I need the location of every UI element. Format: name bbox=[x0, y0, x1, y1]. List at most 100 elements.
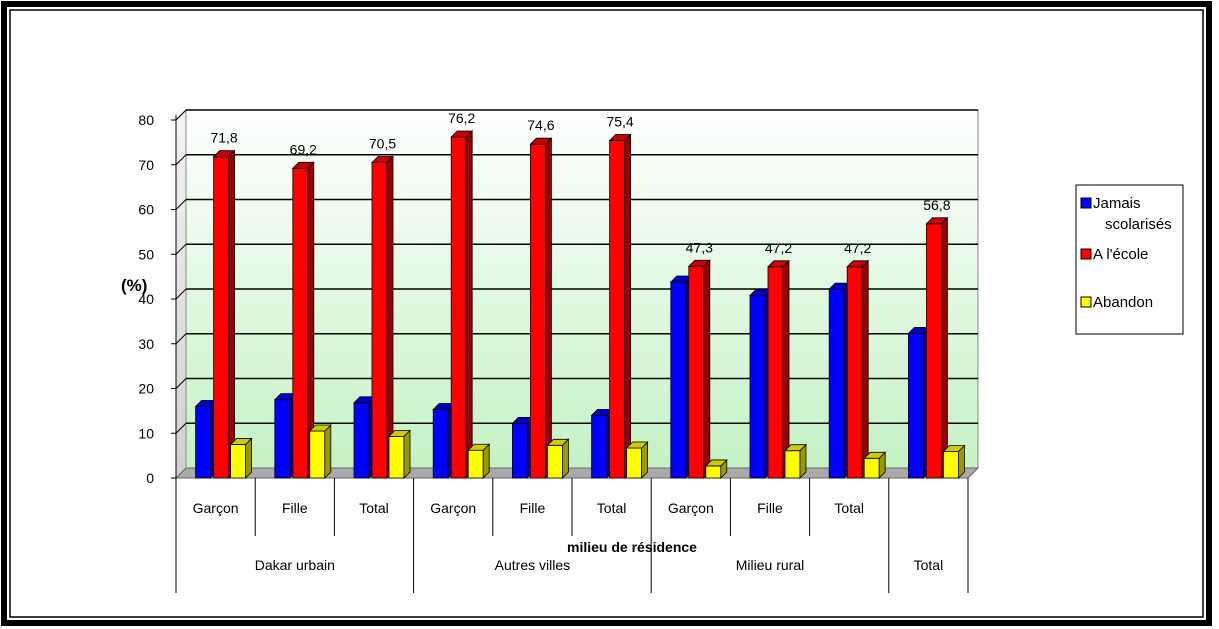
bar-side bbox=[386, 155, 394, 479]
category-label: Garçon bbox=[430, 500, 476, 516]
bar-front bbox=[195, 405, 212, 479]
bar-top bbox=[942, 445, 966, 452]
x-axis-label: milieu de résidence bbox=[567, 539, 697, 555]
bar-front bbox=[467, 449, 484, 479]
bar-front bbox=[705, 465, 722, 479]
bar-side bbox=[465, 130, 473, 479]
bar bbox=[212, 149, 236, 479]
bar-side bbox=[403, 429, 411, 479]
y-tick-label: 70 bbox=[138, 157, 154, 173]
y-tick-label: 20 bbox=[138, 381, 154, 397]
legend-label: Jamais bbox=[1093, 195, 1141, 212]
bar-top bbox=[467, 443, 491, 451]
bar-side bbox=[624, 133, 631, 479]
bar-front bbox=[688, 265, 705, 479]
legend-swatch bbox=[1080, 248, 1092, 260]
bar-top bbox=[450, 130, 474, 138]
inner-border bbox=[9, 9, 1204, 618]
bar bbox=[863, 451, 887, 479]
bar-front bbox=[230, 444, 247, 479]
bar bbox=[767, 259, 790, 479]
bar-front bbox=[309, 430, 326, 479]
bar bbox=[450, 130, 474, 479]
bar-front bbox=[626, 447, 642, 479]
bar-front bbox=[943, 451, 959, 479]
bar bbox=[546, 438, 570, 479]
legend-label: A l'école bbox=[1093, 246, 1148, 263]
bar bbox=[925, 216, 949, 479]
bar-front bbox=[609, 140, 625, 479]
y-tick-label: 80 bbox=[138, 112, 154, 128]
category-label: Fille bbox=[757, 500, 783, 516]
bar-side bbox=[545, 137, 552, 479]
data-label: 69,2 bbox=[290, 141, 317, 157]
y-tick-label: 60 bbox=[138, 202, 154, 218]
bar-side bbox=[245, 437, 253, 479]
bar-front bbox=[828, 288, 845, 479]
group-label: Milieu rural bbox=[736, 557, 804, 573]
group-label: Autres villes bbox=[495, 557, 570, 573]
bar-side bbox=[782, 259, 790, 479]
bar bbox=[704, 458, 728, 479]
category-label: Total bbox=[359, 500, 389, 516]
bar-front bbox=[749, 295, 766, 479]
bar-top bbox=[229, 438, 253, 445]
bar-side bbox=[228, 149, 236, 479]
bar bbox=[467, 443, 491, 479]
bar bbox=[625, 441, 649, 479]
bar-front bbox=[450, 136, 467, 479]
data-label: 76,2 bbox=[448, 110, 475, 126]
gridline-side bbox=[175, 422, 187, 434]
data-label: 74,6 bbox=[527, 117, 554, 133]
bar bbox=[371, 155, 394, 479]
bar-front bbox=[353, 402, 370, 479]
bar-front bbox=[670, 281, 687, 479]
bar-front bbox=[388, 435, 405, 479]
bar bbox=[229, 437, 253, 479]
bar-top bbox=[608, 134, 632, 141]
bar-front bbox=[926, 223, 942, 479]
bar-top bbox=[784, 444, 807, 452]
bar-top bbox=[925, 217, 949, 225]
bar-front bbox=[530, 143, 546, 479]
bar bbox=[942, 444, 966, 479]
bar-side bbox=[941, 216, 948, 479]
bar-front bbox=[784, 450, 801, 479]
legend-label: scolarisés bbox=[1105, 216, 1172, 233]
bar-top bbox=[846, 260, 870, 268]
bar bbox=[846, 259, 870, 479]
gridline-side bbox=[175, 378, 187, 389]
bar-top bbox=[863, 451, 887, 459]
legend-box bbox=[1075, 184, 1184, 335]
legend-swatch bbox=[1080, 197, 1092, 209]
category-label: Fille bbox=[282, 500, 308, 516]
bar-front bbox=[908, 333, 924, 479]
y-tick-label: 50 bbox=[138, 246, 154, 262]
bar-top bbox=[546, 438, 570, 446]
legend-swatch bbox=[1080, 296, 1092, 308]
bar-front bbox=[591, 414, 607, 479]
gridline-side bbox=[175, 288, 187, 300]
bar-front bbox=[547, 444, 563, 479]
bar-front bbox=[432, 409, 449, 479]
bar-side bbox=[703, 259, 711, 479]
axes-layer: 0 10 20 30 40 50 60 70 80 Garçon Fille Total Dakar u… bbox=[138, 112, 969, 593]
group-label: Dakar urbain bbox=[255, 557, 335, 573]
bar-top bbox=[308, 424, 332, 432]
category-label: Garçon bbox=[193, 500, 239, 516]
group-label: Total bbox=[914, 557, 944, 573]
data-label: 47,2 bbox=[765, 240, 792, 256]
bar-side bbox=[324, 424, 332, 479]
data-label: 47,3 bbox=[686, 239, 713, 255]
bar-top bbox=[625, 441, 649, 449]
data-label: 75,4 bbox=[606, 114, 633, 130]
bar bbox=[687, 259, 711, 479]
bar-front bbox=[292, 167, 309, 479]
data-label: 56,8 bbox=[923, 197, 950, 213]
y-tick-label: 40 bbox=[138, 291, 154, 307]
data-label: 47,2 bbox=[844, 240, 871, 256]
bar bbox=[529, 137, 553, 479]
gridline-side bbox=[175, 199, 187, 210]
